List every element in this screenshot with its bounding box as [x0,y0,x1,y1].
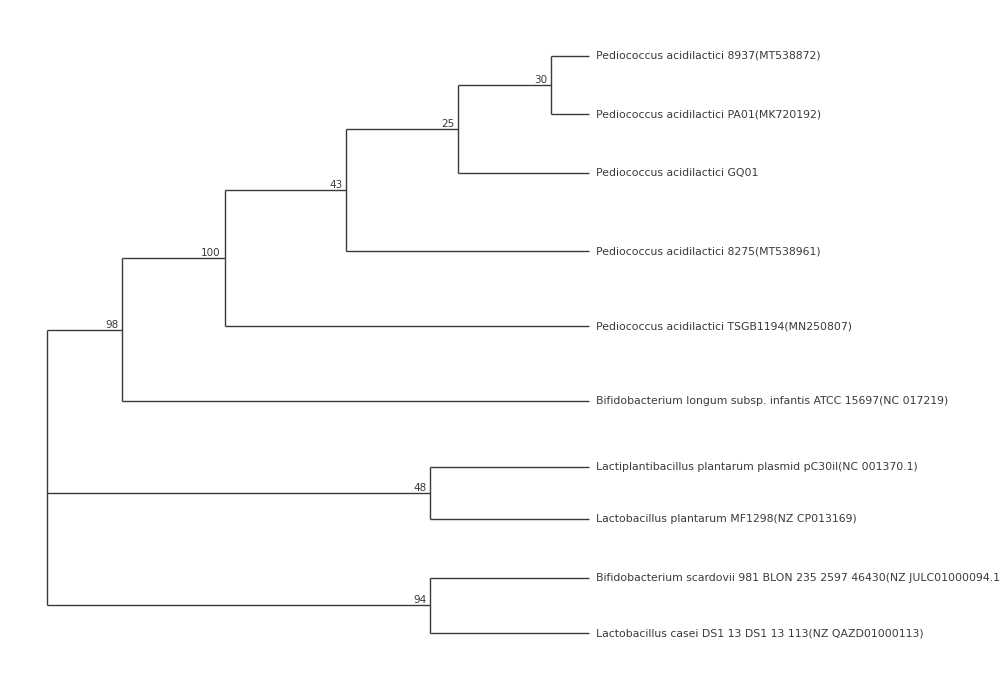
Text: Bifidobacterium longum subsp. infantis ATCC 15697(NC 017219): Bifidobacterium longum subsp. infantis A… [596,397,948,407]
Text: 100: 100 [201,249,221,259]
Text: 48: 48 [413,483,426,493]
Text: 98: 98 [105,320,118,330]
Text: Pediococcus acidilactici 8275(MT538961): Pediococcus acidilactici 8275(MT538961) [596,246,821,257]
Text: 25: 25 [441,119,454,129]
Text: Pediococcus acidilactici TSGB1194(MN250807): Pediococcus acidilactici TSGB1194(MN2508… [596,321,852,331]
Text: Pediococcus acidilactici 8937(MT538872): Pediococcus acidilactici 8937(MT538872) [596,51,821,60]
Text: Lactiplantibacillus plantarum plasmid pC30il(NC 001370.1): Lactiplantibacillus plantarum plasmid pC… [596,462,918,472]
Text: 94: 94 [413,595,426,606]
Text: 30: 30 [534,75,548,85]
Text: Pediococcus acidilactici PA01(MK720192): Pediococcus acidilactici PA01(MK720192) [596,109,821,120]
Text: Lactobacillus casei DS1 13 DS1 13 113(NZ QAZD01000113): Lactobacillus casei DS1 13 DS1 13 113(NZ… [596,628,924,638]
Text: Bifidobacterium scardovii 981 BLON 235 2597 46430(NZ JULC01000094.1): Bifidobacterium scardovii 981 BLON 235 2… [596,572,1000,583]
Text: 43: 43 [329,180,342,190]
Text: Pediococcus acidilactici GQ01: Pediococcus acidilactici GQ01 [596,168,759,178]
Text: Lactobacillus plantarum MF1298(NZ CP013169): Lactobacillus plantarum MF1298(NZ CP0131… [596,514,857,524]
